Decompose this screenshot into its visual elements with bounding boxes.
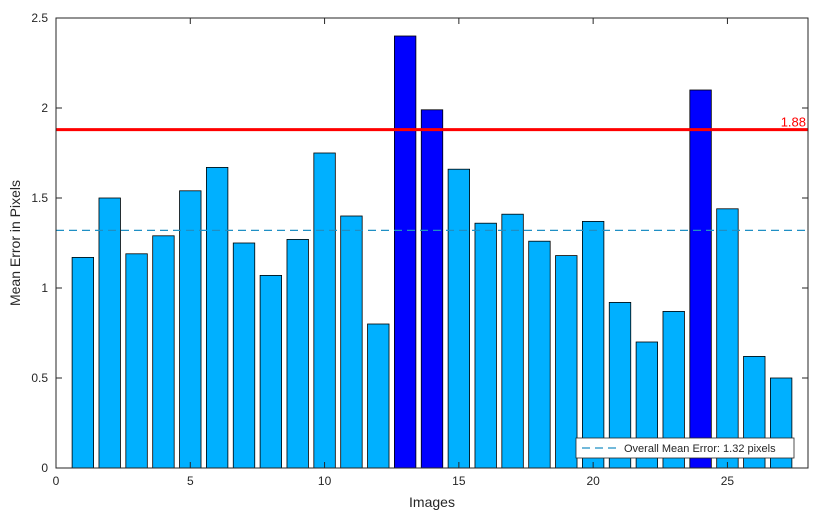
bar-15 <box>447 168 470 469</box>
y-tick-label: 2 <box>41 101 48 115</box>
legend-box <box>575 437 795 459</box>
bar-24 <box>689 89 712 469</box>
legend-entry: Overall Mean Error: 1.32 pixels <box>624 443 776 455</box>
bar-20 <box>582 220 605 469</box>
bar-4 <box>152 235 175 469</box>
x-tick-label: 25 <box>721 474 735 488</box>
bar-5 <box>179 190 202 469</box>
y-tick-label: 1 <box>41 281 48 295</box>
y-ticks-group: 0 0.5 1 1.5 2 2.5 <box>31 11 808 475</box>
x-tick-label: 15 <box>452 474 466 488</box>
bar-3 <box>125 253 148 469</box>
y-tick-label: 2.5 <box>31 11 48 25</box>
bar-19 <box>555 255 578 469</box>
bar-1 <box>71 256 95 469</box>
bar-2 <box>98 197 121 469</box>
bar-16 <box>474 222 497 469</box>
y-tick-label: 0 <box>41 461 48 475</box>
y-tick-label: 1.5 <box>31 191 48 205</box>
bar-12 <box>367 323 390 469</box>
x-tick-label: 10 <box>318 474 332 488</box>
bar-14 <box>420 109 444 469</box>
bar-6 <box>205 166 229 469</box>
bars-group <box>71 35 793 469</box>
bar-18 <box>528 240 551 469</box>
threshold-label: 1.88 <box>781 115 806 130</box>
x-tick-label: 20 <box>586 474 600 488</box>
bar-9 <box>286 238 309 469</box>
axes-frame <box>55 17 809 469</box>
bar-11 <box>340 215 363 469</box>
x-tick-label: 0 <box>53 474 60 488</box>
bar-7 <box>232 242 256 469</box>
bar-8 <box>259 274 282 469</box>
bar-25 <box>716 208 739 469</box>
bar-10 <box>313 152 336 469</box>
bar-17 <box>501 213 524 469</box>
x-axis-label: Images <box>409 494 455 510</box>
x-ticks-group: 0 5 10 15 20 25 <box>53 18 735 488</box>
bar-13 <box>393 35 417 469</box>
y-axis-label: Mean Error in Pixels <box>7 180 23 306</box>
y-tick-label: 0.5 <box>31 371 48 385</box>
x-tick-label: 5 <box>187 474 194 488</box>
legend: Overall Mean Error: 1.32 pixels <box>575 437 795 459</box>
